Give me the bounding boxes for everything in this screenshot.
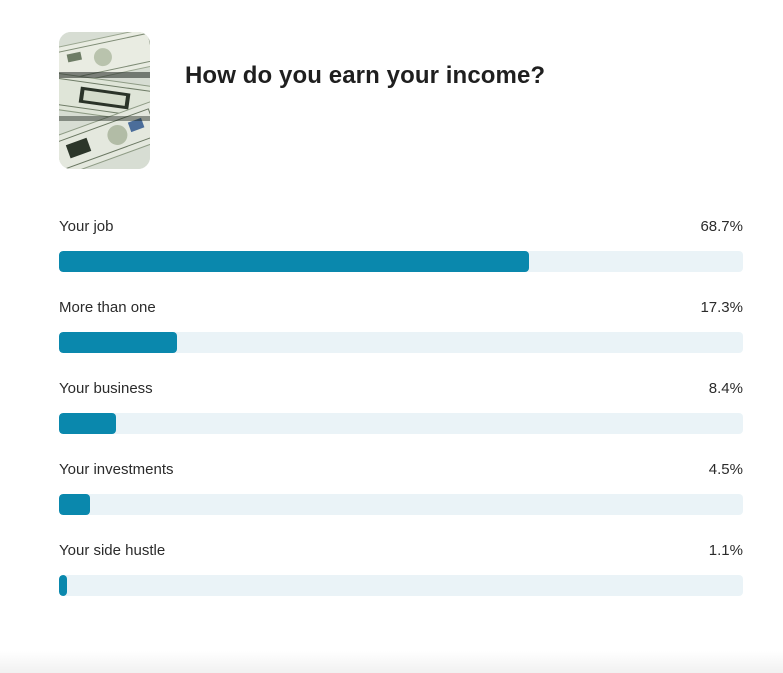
option-bar-fill (59, 332, 178, 353)
money-bills-image (59, 32, 150, 169)
option-bar-fill (59, 575, 67, 596)
option-bar-track (59, 575, 743, 596)
poll-option[interactable]: Your investments 4.5% (59, 461, 743, 521)
option-bar-track (59, 413, 743, 434)
option-bar-track (59, 251, 743, 272)
option-bar-track (59, 494, 743, 515)
option-label: Your investments (59, 461, 174, 478)
bottom-edge (0, 651, 783, 673)
poll-option[interactable]: Your job 68.7% (59, 218, 743, 278)
option-bar-fill (59, 251, 529, 272)
option-bar-fill (59, 413, 117, 434)
option-label: Your business (59, 380, 153, 397)
option-percent: 68.7% (700, 218, 743, 235)
option-label: More than one (59, 299, 156, 316)
poll-option[interactable]: More than one 17.3% (59, 299, 743, 359)
option-percent: 1.1% (708, 542, 743, 559)
poll-question: How do you earn your income? (185, 62, 546, 89)
option-label: Your side hustle (59, 542, 166, 559)
poll-option[interactable]: Your side hustle 1.1% (59, 542, 743, 602)
option-percent: 4.5% (708, 461, 743, 478)
option-percent: 17.3% (700, 299, 743, 316)
option-bar-fill (59, 494, 90, 515)
poll-option[interactable]: Your business 8.4% (59, 380, 743, 440)
option-percent: 8.4% (708, 380, 743, 397)
poll-header: How do you earn your income? (59, 32, 749, 169)
option-label: Your job (59, 218, 114, 235)
option-bar-track (59, 332, 743, 353)
